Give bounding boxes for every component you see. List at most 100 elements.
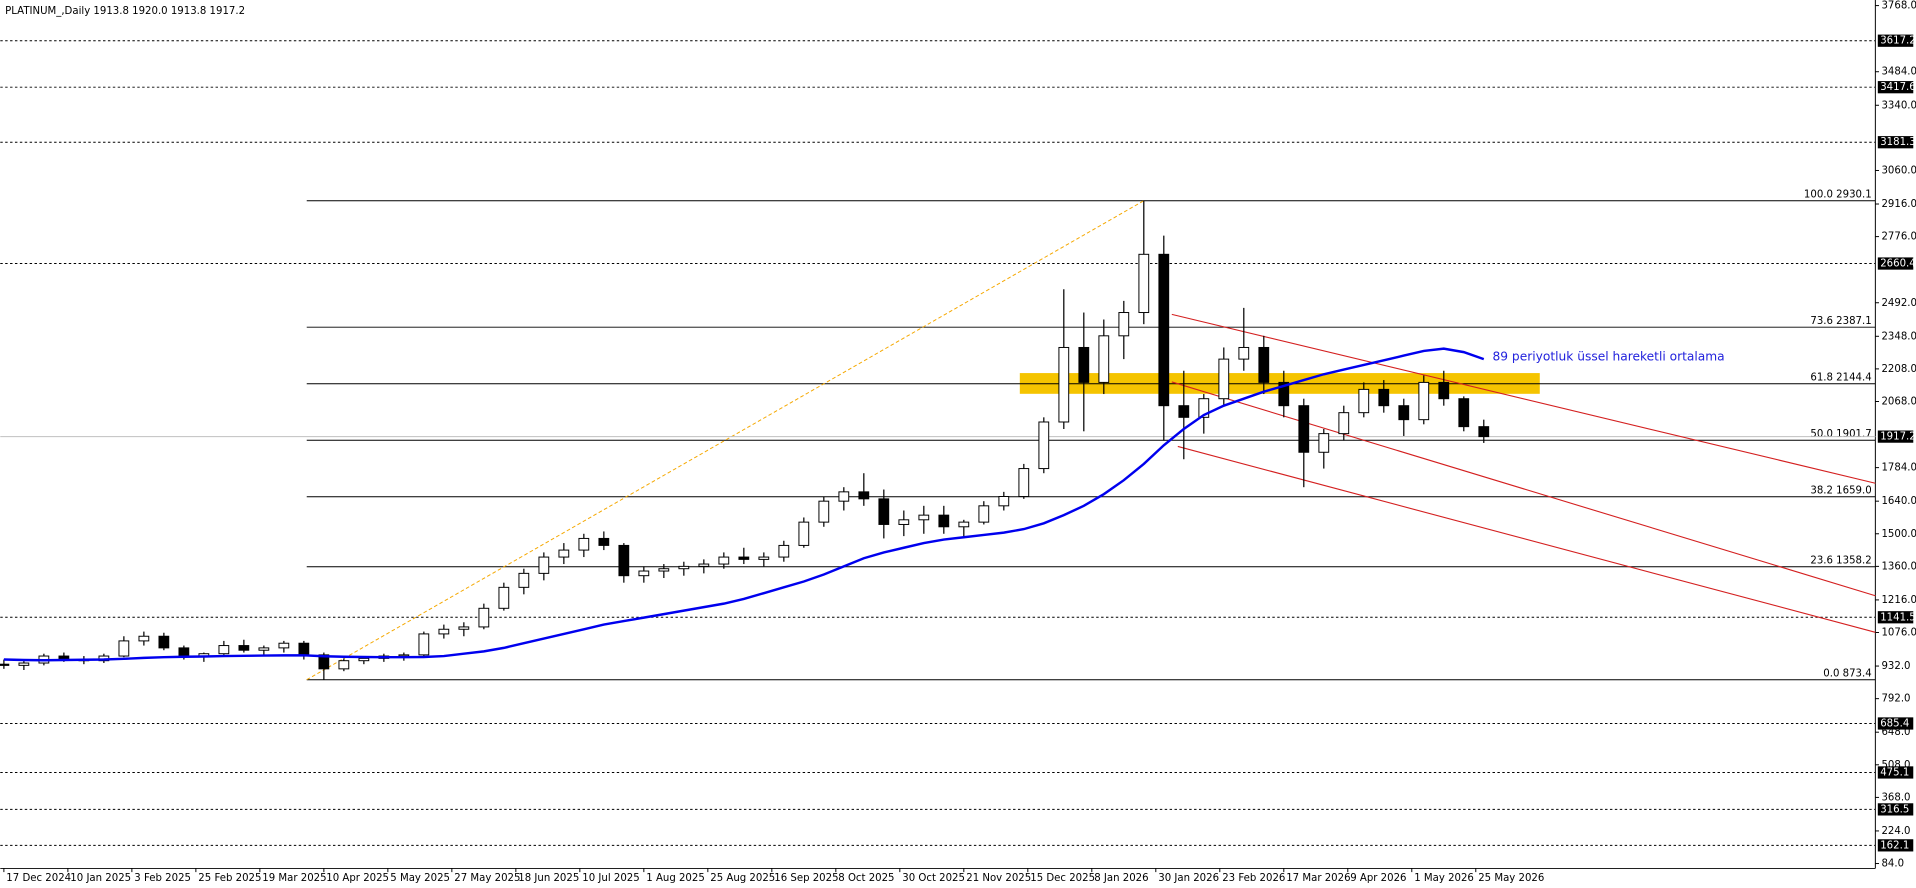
y-tick-label: 1216.0: [1881, 595, 1916, 606]
candle-body: [158, 635, 170, 649]
level-box: [1877, 839, 1914, 852]
candle-body: [878, 498, 890, 525]
x-tick-label: 30 Jan 2026: [1158, 873, 1219, 884]
candle-body: [578, 537, 590, 551]
x-tick-label: 21 Nov 2025: [966, 873, 1031, 884]
level-label: 1141.5: [1880, 612, 1915, 623]
x-tick-label: 30 Oct 2025: [902, 873, 965, 884]
candle-body: [1058, 346, 1070, 423]
candle-body: [18, 662, 30, 666]
y-tick-label: 3484.0: [1881, 67, 1916, 78]
candle-body: [1438, 381, 1450, 400]
level-label: 162.1: [1880, 840, 1909, 851]
channel-line: [1171, 313, 1876, 484]
fib-label: 38.2 1659.0: [1810, 486, 1871, 497]
x-tick-label: 18 Jun 2025: [518, 873, 579, 884]
x-tick-label: 10 Jan 2025: [70, 873, 131, 884]
x-tick-label: 10 Jul 2025: [582, 873, 639, 884]
level-box: [1877, 81, 1914, 94]
candle-body: [1258, 346, 1270, 383]
level-label: 475.1: [1880, 767, 1909, 778]
x-tick-label: 23 Feb 2026: [1222, 873, 1285, 884]
level-box: [1877, 136, 1914, 149]
candle-body: [1478, 426, 1490, 438]
candle-body: [758, 556, 770, 560]
fib-trendline: [306, 200, 1145, 681]
candle-body: [1118, 312, 1130, 337]
x-tick-label: 17 Dec 2024: [6, 873, 71, 884]
candle-body: [1158, 253, 1170, 407]
level-label: 3181.3: [1880, 137, 1915, 148]
y-tick-label: 508.0: [1881, 760, 1910, 771]
y-tick-label: 1640.0: [1881, 496, 1916, 507]
candle-body: [658, 568, 670, 572]
level-box: [1877, 257, 1914, 270]
x-tick-label: 8 Jan 2026: [1094, 873, 1148, 884]
candle-body: [498, 586, 510, 609]
level-box: [1877, 34, 1914, 47]
y-tick-label: 2492.0: [1881, 298, 1916, 309]
x-tick-label: 9 Apr 2026: [1350, 873, 1406, 884]
candle-body: [1018, 468, 1030, 498]
x-tick-label: 25 May 2026: [1478, 873, 1544, 884]
x-tick-label: 1 May 2026: [1414, 873, 1474, 884]
fib-label: 0.0 873.4: [1823, 669, 1871, 680]
candle-body: [1098, 335, 1110, 383]
candle-body: [718, 556, 730, 565]
x-tick-label: 3 Feb 2025: [134, 873, 191, 884]
x-tick-label: 15 Dec 2025: [1030, 873, 1095, 884]
candle-body: [218, 645, 230, 655]
y-tick-label: 932.0: [1881, 661, 1910, 672]
annotation: 89 periyotluk üssel hareketli ortalama: [1493, 350, 1725, 364]
y-tick-label: 3340.0: [1881, 100, 1916, 111]
y-tick-label: 1784.0: [1881, 463, 1916, 474]
candle-body: [898, 519, 910, 525]
y-tick-label: 1500.0: [1881, 529, 1916, 540]
candle-body: [258, 647, 270, 651]
channel-line: [1171, 381, 1876, 597]
candle-body: [858, 491, 870, 500]
level-box: [1877, 803, 1914, 816]
candle-body: [838, 491, 850, 502]
x-tick-label: 27 May 2025: [454, 873, 520, 884]
x-tick-label: 10 Apr 2025: [326, 873, 389, 884]
candle-body: [1178, 405, 1190, 418]
candle-body: [1198, 398, 1210, 418]
candle-body: [1298, 405, 1310, 453]
candle-body: [138, 635, 150, 642]
x-tick-label: 19 Mar 2025: [262, 873, 326, 884]
level-label: 3417.6: [1880, 82, 1915, 93]
candle-body: [538, 556, 550, 574]
x-tick-label: 25 Feb 2025: [198, 873, 261, 884]
candle-body: [698, 563, 710, 567]
candle-body: [458, 626, 470, 630]
candle-body: [1218, 358, 1230, 400]
fib-label: 61.8 2144.4: [1810, 373, 1871, 384]
last-price-label: 1917.2: [1880, 432, 1915, 443]
y-tick-label: 2208.0: [1881, 364, 1916, 375]
candle-body: [398, 654, 410, 657]
level-label: 316.5: [1880, 804, 1909, 815]
candle-body: [958, 521, 970, 528]
level-label: 685.4: [1880, 718, 1909, 729]
level-box: [1877, 717, 1914, 730]
candle-body: [1378, 388, 1390, 407]
candle-body: [298, 642, 310, 656]
y-tick-label: 1360.0: [1881, 561, 1916, 572]
y-tick-label: 648.0: [1881, 727, 1910, 738]
candle-body: [1358, 388, 1370, 414]
candle-body: [618, 544, 630, 577]
y-tick-label: 3060.0: [1881, 165, 1916, 176]
candle-body: [1418, 381, 1430, 421]
candle-body: [818, 500, 830, 523]
y-tick-label: 368.0: [1881, 792, 1910, 803]
candle-body: [1338, 412, 1350, 435]
ema-line: [3, 347, 1485, 662]
candle-body: [1238, 346, 1250, 360]
y-tick-label: 2348.0: [1881, 331, 1916, 342]
x-tick-label: 1 Aug 2025: [646, 873, 705, 884]
candle-body: [418, 633, 430, 656]
